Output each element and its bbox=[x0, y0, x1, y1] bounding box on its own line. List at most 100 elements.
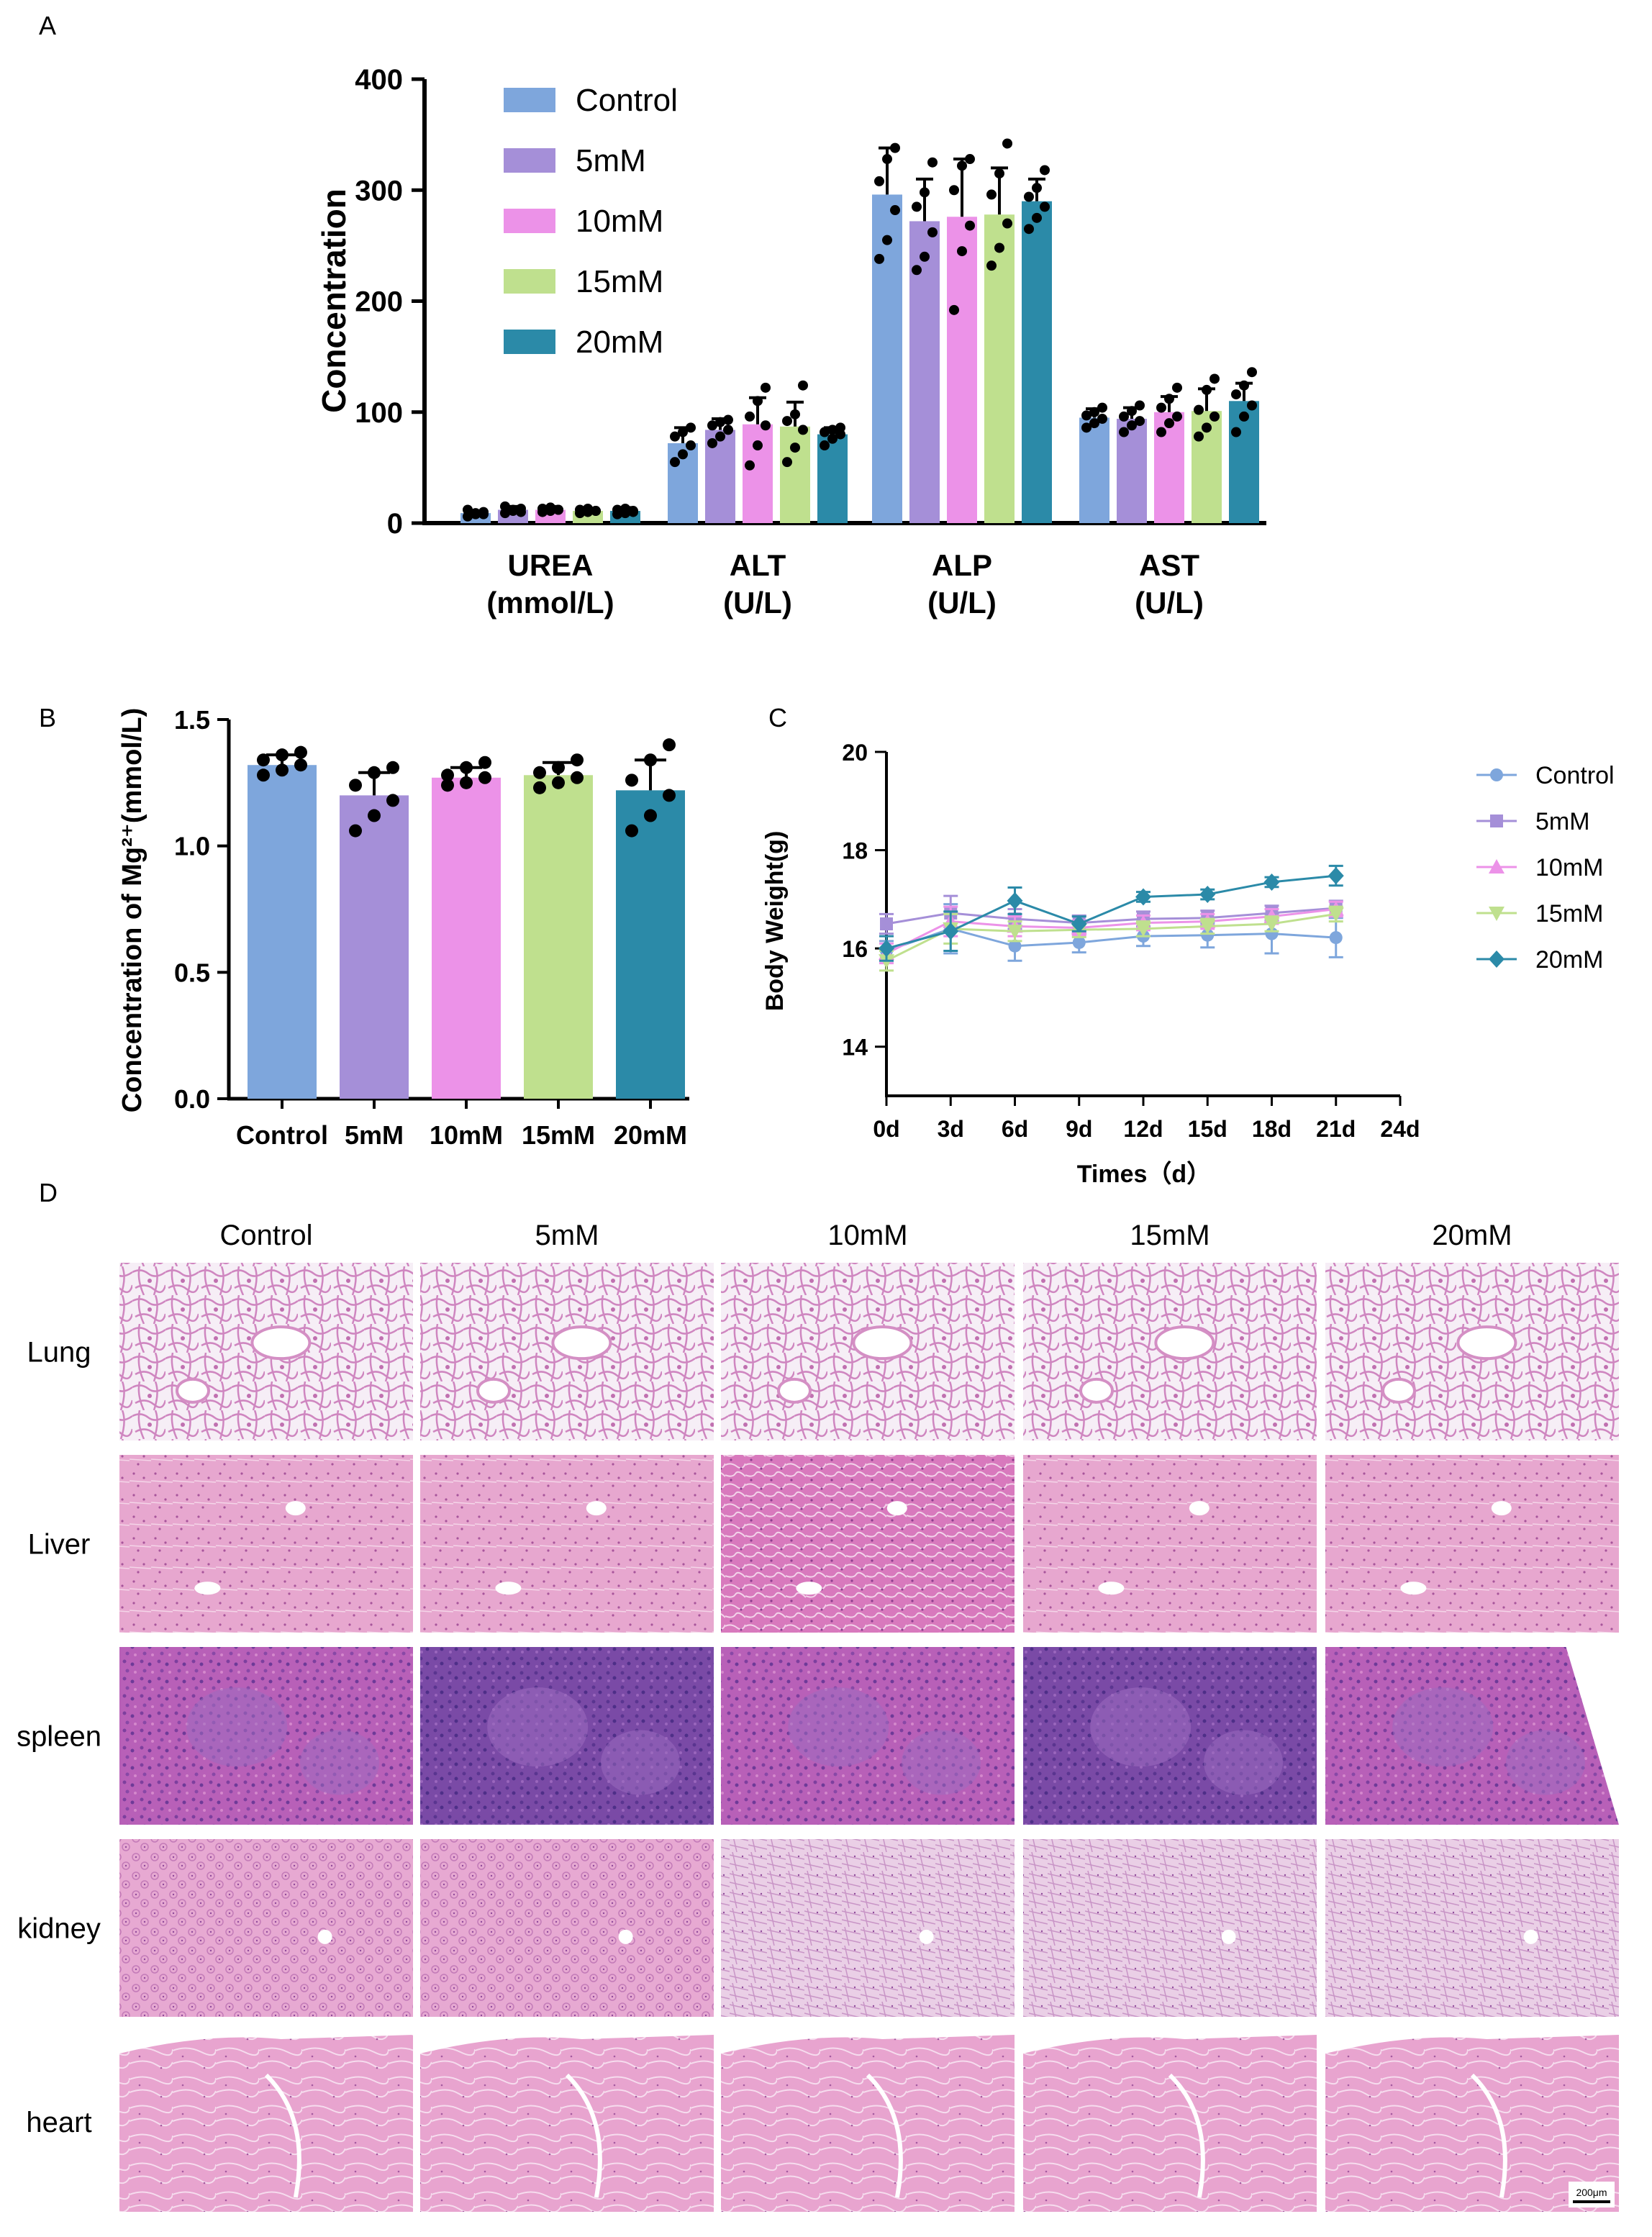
tissue-texture bbox=[420, 1839, 714, 2017]
data-point bbox=[723, 425, 733, 435]
tissue-texture bbox=[420, 1455, 714, 1633]
x-tick-label: 6d bbox=[1002, 1116, 1028, 1142]
data-point bbox=[1172, 382, 1182, 393]
data-point bbox=[790, 443, 800, 453]
data-point bbox=[441, 768, 454, 782]
data-point bbox=[745, 460, 755, 471]
background-area bbox=[420, 2032, 714, 2054]
vessel-lumen bbox=[1491, 1501, 1512, 1516]
histology-image-spleen bbox=[1023, 1647, 1317, 1825]
data-point bbox=[1072, 935, 1086, 949]
data-point bbox=[628, 506, 638, 517]
panel-d-histology: Control 5mM 10mM 15mM 20mM Lung Liver spleen kid… bbox=[17, 1220, 1619, 2212]
legend-marker bbox=[1490, 768, 1503, 781]
data-point bbox=[1119, 411, 1129, 422]
legend-label: 15mM bbox=[1535, 900, 1603, 927]
x-tick-label: 12d bbox=[1123, 1116, 1163, 1142]
data-point bbox=[1032, 212, 1042, 223]
data-point bbox=[1002, 218, 1012, 229]
data-point bbox=[686, 422, 696, 433]
data-point bbox=[927, 157, 938, 168]
data-point bbox=[986, 260, 997, 271]
white-pulp bbox=[1392, 1687, 1494, 1767]
chart-b-magnesium: 0.0 0.5 1.0 1.5 Concentration of Mg²⁺(mmol/L… bbox=[117, 705, 689, 1150]
legend-marker bbox=[1489, 950, 1504, 968]
data-point bbox=[1328, 907, 1344, 922]
y-tick-label: 14 bbox=[842, 1035, 868, 1061]
tissue-texture bbox=[721, 2032, 1015, 2212]
histology-row-label: spleen bbox=[17, 1721, 101, 1753]
histology-image-spleen bbox=[420, 1647, 714, 1825]
white-pulp bbox=[1090, 1687, 1192, 1767]
white-pulp bbox=[300, 1730, 379, 1795]
data-point bbox=[1032, 183, 1042, 194]
series-line bbox=[886, 927, 1336, 952]
data-point bbox=[1194, 431, 1204, 442]
data-point bbox=[516, 507, 526, 517]
histology-image-kidney bbox=[1023, 1839, 1317, 2017]
white-pulp bbox=[601, 1730, 680, 1795]
y-tick-label: 300 bbox=[355, 175, 403, 207]
data-point bbox=[890, 142, 900, 153]
data-point bbox=[753, 440, 763, 451]
panel-label-a: A bbox=[39, 11, 56, 40]
histology-image-heart bbox=[119, 2032, 413, 2212]
data-point bbox=[386, 794, 399, 807]
airway-lumen bbox=[250, 1325, 312, 1361]
legend-marker bbox=[1490, 815, 1503, 827]
data-point bbox=[478, 771, 491, 784]
data-point bbox=[1135, 400, 1145, 411]
x-tick-label: 0d bbox=[873, 1116, 899, 1142]
airway-lumen bbox=[777, 1377, 812, 1404]
data-point bbox=[827, 425, 838, 435]
airway-lumen bbox=[476, 1377, 511, 1404]
legend-swatch bbox=[504, 269, 555, 294]
bar bbox=[947, 217, 977, 523]
data-point bbox=[827, 433, 838, 444]
legend-swatch bbox=[504, 209, 555, 233]
data-point bbox=[879, 940, 894, 958]
airway-lumen bbox=[1079, 1377, 1114, 1404]
category-label: AST bbox=[1139, 548, 1199, 582]
tubule-lumen bbox=[919, 1929, 934, 1944]
histology-image-spleen bbox=[1325, 1647, 1619, 1825]
x-tick-label: 18d bbox=[1252, 1116, 1292, 1142]
data-point bbox=[986, 189, 997, 200]
data-point bbox=[591, 506, 601, 517]
white-pulp bbox=[487, 1687, 589, 1767]
data-point bbox=[912, 265, 922, 276]
data-point bbox=[620, 503, 630, 514]
x-tick-label: 15mM bbox=[522, 1120, 595, 1150]
data-point bbox=[368, 766, 381, 779]
y-tick-label: 0 bbox=[387, 508, 403, 540]
data-point bbox=[1007, 925, 1023, 940]
legend-swatch bbox=[504, 148, 555, 173]
bar bbox=[432, 777, 501, 1099]
data-point bbox=[715, 417, 725, 427]
y-tick-label: 100 bbox=[355, 397, 403, 429]
data-point bbox=[1040, 165, 1050, 176]
legend-label: 20mM bbox=[1535, 946, 1603, 974]
white-pulp bbox=[902, 1730, 981, 1795]
y-tick-label: 1.0 bbox=[174, 832, 210, 861]
histology-image-liver bbox=[1325, 1455, 1619, 1633]
data-point bbox=[1156, 427, 1166, 437]
data-point bbox=[663, 738, 676, 752]
data-point bbox=[994, 242, 1004, 253]
vessel-lumen bbox=[194, 1582, 221, 1595]
data-point bbox=[1097, 414, 1107, 425]
background-area bbox=[721, 2032, 1015, 2054]
histology-image-kidney bbox=[119, 1839, 413, 2017]
data-point bbox=[1329, 931, 1343, 945]
vessel-lumen bbox=[1400, 1582, 1427, 1595]
data-point bbox=[820, 440, 830, 451]
x-tick-label: 15d bbox=[1188, 1116, 1227, 1142]
data-point bbox=[663, 789, 676, 802]
y-tick-label: 18 bbox=[842, 838, 868, 864]
tubule-lumen bbox=[1523, 1929, 1538, 1944]
bar bbox=[780, 426, 810, 523]
y-axis-label: Concentration of Mg²⁺(mmol/L) bbox=[117, 708, 148, 1113]
tissue-cleft bbox=[1168, 2073, 1205, 2198]
data-point bbox=[890, 205, 900, 216]
histology-image-kidney bbox=[420, 1839, 714, 2017]
